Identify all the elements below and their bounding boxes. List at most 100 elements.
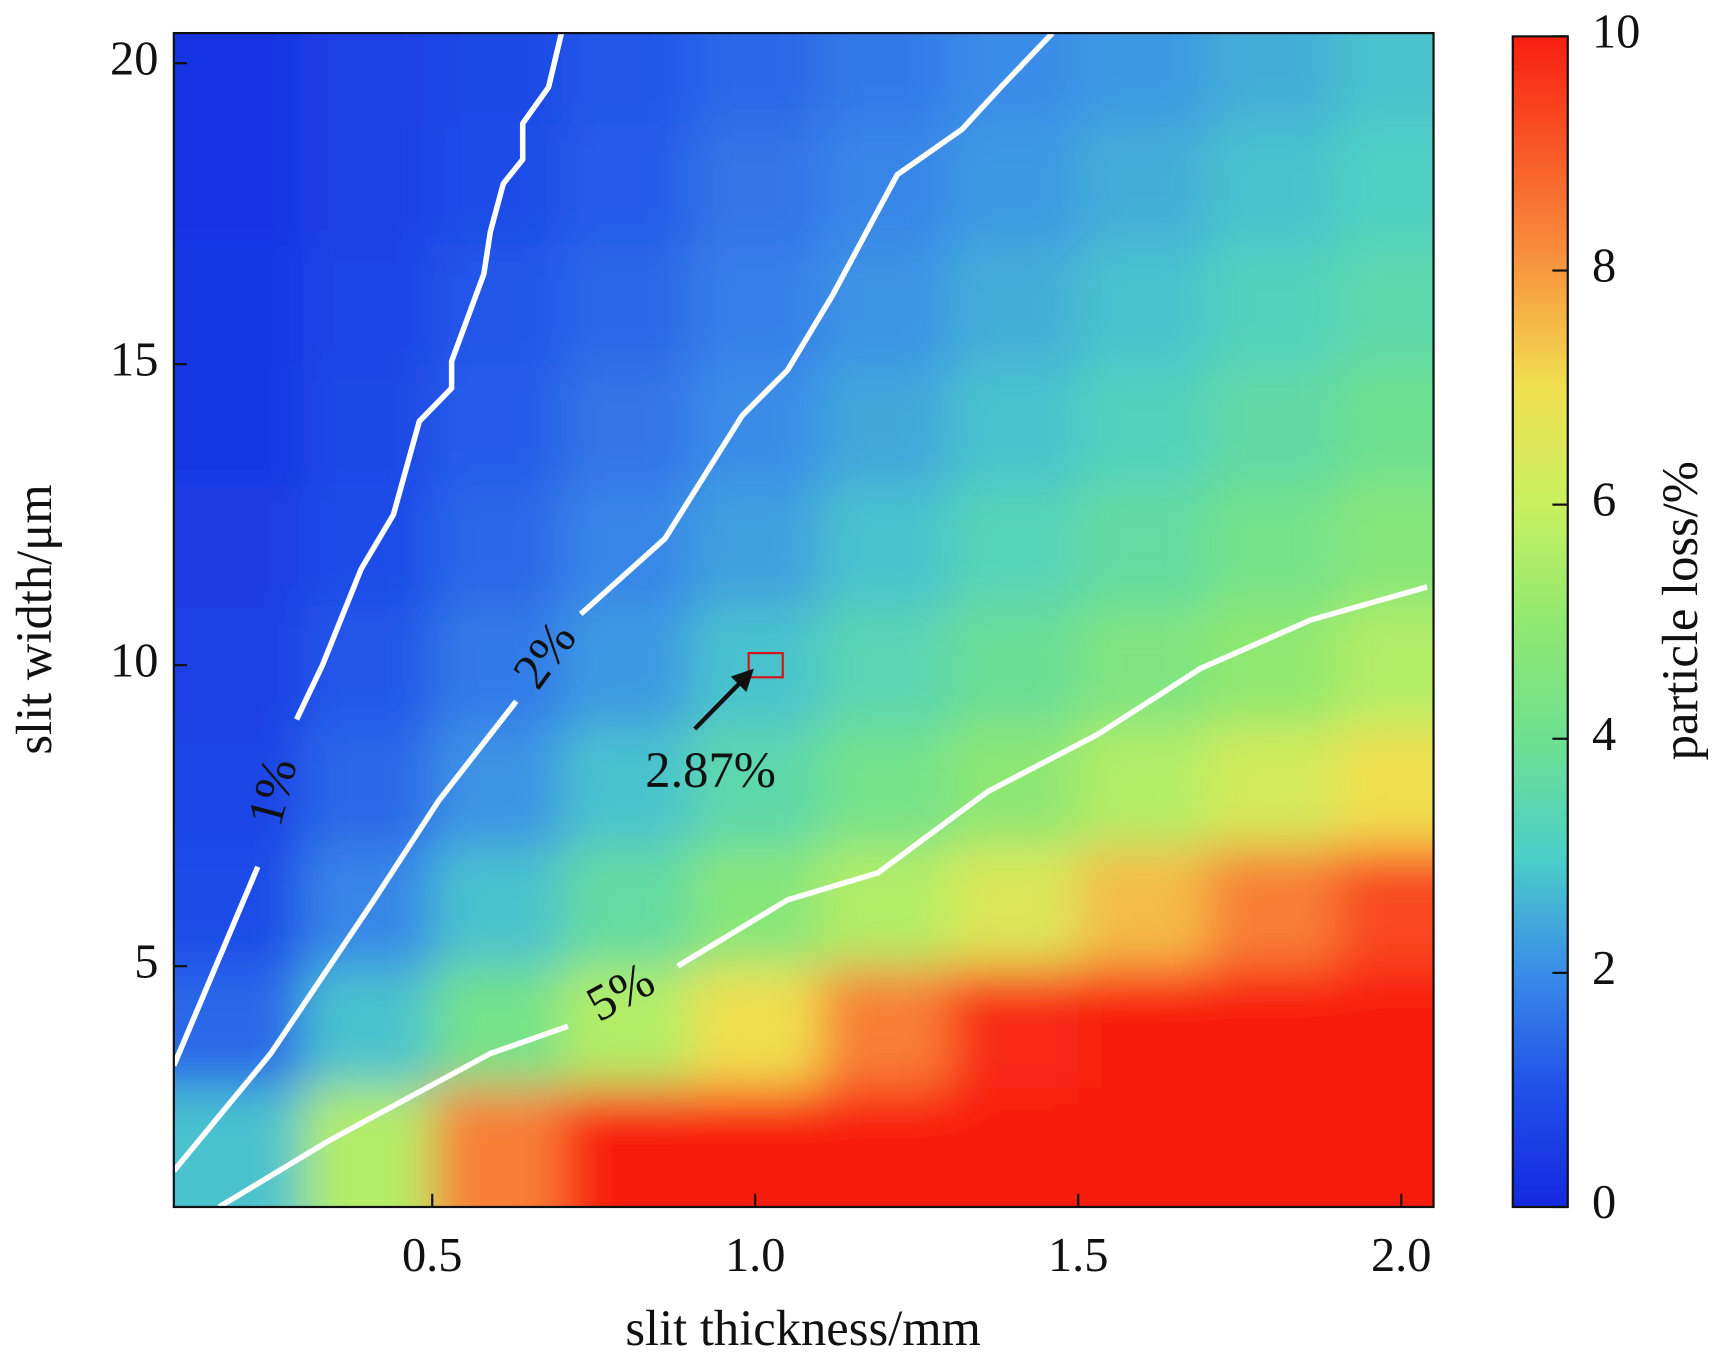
heat-cell [1207,33,1338,125]
heat-cell [949,33,1080,125]
heat-cell [690,33,821,125]
heat-cell [1078,1086,1209,1207]
heat-cell [690,243,821,366]
heat-cell [819,243,951,366]
heat-cell [173,243,305,366]
heat-cell [1207,966,1338,1088]
x-axis-label: slit thickness/mm [625,1300,981,1356]
heat-cell [690,1086,821,1207]
heat-cell [690,123,821,245]
annotation-text: 2.87% [645,742,776,798]
heat-cell [432,484,563,607]
y-axis-label: slit width/μm [6,484,62,754]
y-tick-label: 20 [110,32,158,85]
heat-cell [949,845,1080,968]
heat-cell [173,123,305,245]
heat-cell [819,364,951,486]
y-tick-label: 15 [110,333,158,386]
heat-cell [1078,123,1209,245]
x-tick-label: 0.5 [402,1229,463,1282]
colorbar-tick-label: 6 [1592,474,1616,527]
heat-cell [303,484,434,607]
heat-cell [819,1086,951,1207]
heat-cell [1336,243,1434,366]
heat-cell [819,484,951,607]
heat-cell [561,845,692,968]
x-tick-label: 2.0 [1371,1229,1432,1282]
annotation-arrow [693,668,754,731]
heat-cell [432,604,563,727]
heat-cell [1207,845,1338,968]
heat-cell [949,604,1080,727]
heat-cell [1336,33,1434,125]
heat-cell [819,33,951,125]
heat-cell [173,484,305,607]
heat-cell [1078,845,1209,968]
contour-line [173,33,565,1067]
heat-cell [949,1086,1080,1207]
heat-cell [173,364,305,486]
heat-cell [432,33,563,125]
plot-frame [172,31,1435,1209]
heat-cell [303,243,434,366]
heat-cell [1336,123,1434,245]
heat-cell [173,725,305,847]
heat-cell [819,966,951,1088]
heat-cell [561,1086,692,1207]
heat-cell [561,364,692,486]
heat-cell [432,725,563,847]
colorbar [1511,35,1569,1209]
heat-cell [1078,966,1209,1088]
highlight-box [747,651,784,679]
heat-cell [432,243,563,366]
colorbar-label: particle loss/% [1652,461,1708,760]
heat-cell [173,1086,305,1207]
heat-cell [819,123,951,245]
heat-cell [949,243,1080,366]
heat-cell [690,966,821,1088]
heat-cell [303,364,434,486]
heat-cell [949,364,1080,486]
heat-cell [1336,725,1434,847]
heat-cell [1207,725,1338,847]
heat-cell [1207,1086,1338,1207]
heat-cell [949,966,1080,1088]
heat-cell [561,243,692,366]
colorbar-tick-label: 0 [1592,1176,1616,1229]
colorbar-tick-label: 10 [1592,5,1640,58]
colorbar-tick-label: 8 [1592,240,1616,293]
heat-cell [1207,123,1338,245]
heat-cell [173,33,305,125]
heatmap-area: 1%2%5% [173,33,1434,1207]
heat-cell [1078,364,1209,486]
y-tick-label: 5 [134,935,158,988]
heat-cell [303,725,434,847]
heat-cell [303,966,434,1088]
colorbar-tick-label: 2 [1592,942,1616,995]
heat-cell [1336,604,1434,727]
heat-cell [561,33,692,125]
heat-cell [1207,604,1338,727]
heat-cell [819,604,951,727]
heat-cell [1207,243,1338,366]
heat-cell [173,966,305,1088]
heat-cell [561,484,692,607]
contour-line [173,33,1055,1173]
heat-cell [690,484,821,607]
heat-cell [949,484,1080,607]
heat-cell [819,845,951,968]
heat-cell [432,845,563,968]
heat-cell [1078,33,1209,125]
heat-cell [432,1086,563,1207]
axes: 2.87% 0.5 1.0 1.5 2.0 5 10 15 20 0 2 4 6 8 10 [110,5,1640,1281]
heat-cell [949,725,1080,847]
heat-cell [1336,966,1434,1088]
heat-cell [303,123,434,245]
heat-cell [303,33,434,125]
heat-cell [819,725,951,847]
heat-cell [1207,364,1338,486]
heat-cell [561,725,692,847]
heat-cell [303,1086,434,1207]
heat-cell [949,123,1080,245]
